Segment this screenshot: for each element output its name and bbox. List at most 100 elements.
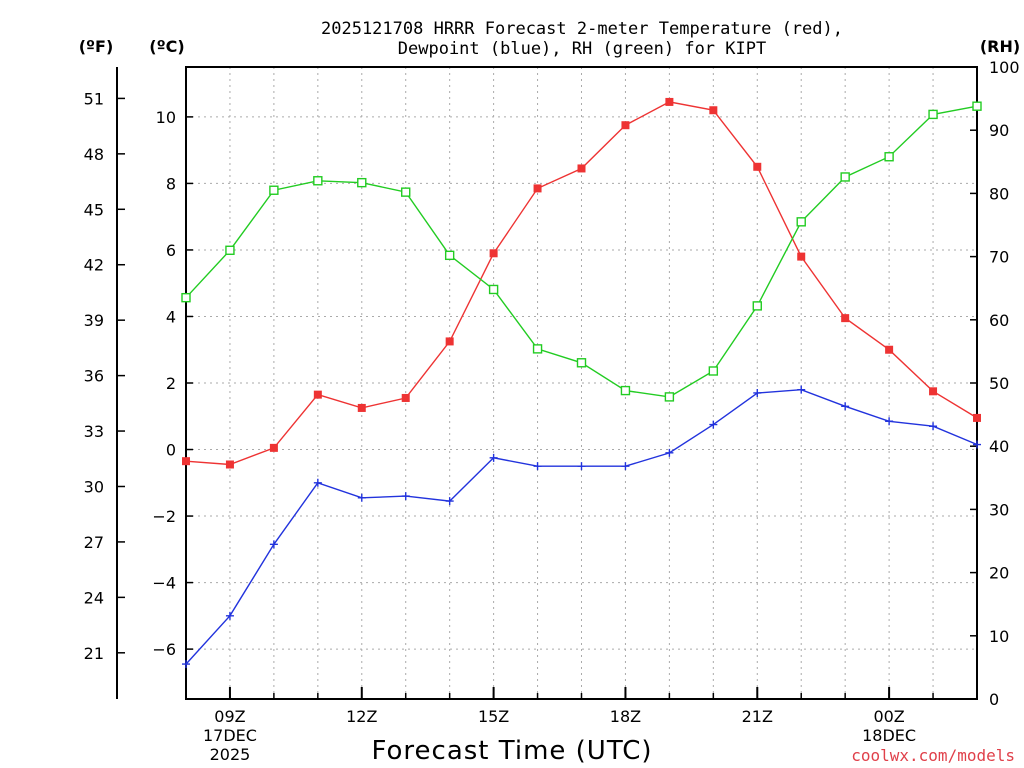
dewpoint-point: [577, 462, 586, 471]
celsius-tick-label: 2: [166, 374, 176, 393]
watermark: coolwx.com/models: [851, 746, 1015, 765]
dewpoint-point: [797, 385, 806, 394]
fahrenheit-tick-label: 30: [84, 477, 104, 496]
rh-unit-label: (RH): [980, 37, 1020, 56]
rh-tick-label: 100: [989, 58, 1020, 77]
dewpoint-point: [225, 611, 234, 620]
rh-point: [532, 344, 543, 354]
celsius-tick-label: 4: [166, 307, 176, 326]
rh-tick-label: 0: [989, 690, 999, 709]
fahrenheit-tick-label: 27: [84, 533, 104, 552]
fahrenheit-tick-label: 36: [84, 367, 104, 386]
celsius-tick-label: −2: [152, 507, 176, 526]
rh-tick-label: 60: [989, 311, 1009, 330]
celsius-tick-label: 8: [166, 174, 176, 193]
dewpoint-point: [533, 462, 542, 471]
temperature-point: [973, 413, 981, 422]
fahrenheit-tick-label: 21: [84, 644, 104, 663]
rh-point: [313, 176, 323, 186]
rh-point: [488, 284, 499, 295]
chart-title-line1: 2025121708 HRRR Forecast 2-meter Tempera…: [321, 19, 843, 39]
celsius-tick-label: 6: [166, 241, 176, 260]
rh-point: [357, 177, 367, 188]
dewpoint-point: [445, 497, 454, 506]
x-tick-label: 12Z: [346, 707, 377, 726]
rh-point: [972, 101, 982, 111]
temperature-point: [577, 164, 586, 173]
temperature-point: [225, 460, 234, 469]
rh-tick-label: 40: [989, 437, 1009, 456]
rh-tick-label: 90: [989, 121, 1009, 140]
temperature-point: [489, 249, 498, 258]
dewpoint-point: [753, 388, 762, 397]
fahrenheit-tick-label: 39: [84, 311, 104, 330]
axes: 2124273033363942454851−6−4−2024681001020…: [84, 58, 1020, 764]
fahrenheit-tick-label: 51: [84, 89, 104, 108]
rh-point: [269, 185, 279, 195]
temperature-point: [269, 443, 278, 452]
dewpoint-point: [841, 402, 850, 411]
rh-point: [708, 366, 719, 376]
rh-point: [181, 292, 191, 303]
rh-point: [576, 358, 587, 368]
rh-tick-label: 70: [989, 248, 1009, 267]
dewpoint-point: [621, 462, 630, 471]
rh-point: [796, 217, 806, 227]
temperature-point: [357, 403, 366, 412]
x-axis-label: Forecast Time (UTC): [371, 736, 652, 766]
rh-tick-label: 80: [989, 184, 1009, 203]
fahrenheit-tick-label: 45: [84, 200, 104, 219]
temperature-point: [665, 97, 674, 106]
celsius-tick-label: 0: [166, 441, 176, 460]
temperature-point: [401, 393, 410, 402]
rh-tick-label: 30: [989, 500, 1009, 519]
fahrenheit-tick-label: 42: [84, 256, 104, 275]
rh-point: [928, 109, 938, 120]
dewpoint-point: [885, 417, 894, 426]
rh-point: [225, 245, 235, 255]
fahrenheit-unit-label: (ºF): [79, 37, 114, 56]
dewpoint-point: [182, 660, 190, 669]
dewpoint-point: [401, 492, 410, 501]
rh-point: [840, 172, 850, 182]
temperature-point: [621, 121, 630, 130]
dewpoint-point: [489, 453, 498, 462]
temperature-point: [533, 184, 542, 193]
rh-point: [620, 385, 631, 396]
temperature-point: [182, 457, 190, 466]
x-tick-label: 00Z: [873, 707, 904, 726]
dewpoint-point: [929, 422, 938, 431]
temperature-point: [885, 345, 894, 354]
temperature-point: [797, 252, 806, 261]
temperature-point: [313, 390, 322, 399]
x-tick-label: 2025: [210, 745, 251, 764]
dewpoint-point: [269, 540, 278, 549]
rh-tick-label: 20: [989, 564, 1009, 583]
x-tick-label: 18Z: [610, 707, 641, 726]
x-tick-label: 15Z: [478, 707, 509, 726]
rh-point: [752, 301, 762, 311]
celsius-tick-label: −4: [152, 574, 176, 593]
dewpoint-point: [357, 493, 366, 502]
fahrenheit-tick-label: 24: [84, 588, 104, 607]
x-tick-label: 18DEC: [862, 726, 916, 745]
dewpoint-point: [313, 478, 322, 487]
rh-point: [444, 250, 455, 261]
temperature-point: [445, 337, 454, 346]
fahrenheit-tick-label: 33: [84, 422, 104, 441]
celsius-unit-label: (ºC): [149, 37, 184, 56]
x-tick-label: 17DEC: [203, 726, 257, 745]
rh-point: [401, 187, 411, 197]
rh-point: [884, 152, 894, 162]
x-tick-label: 09Z: [214, 707, 245, 726]
dewpoint-point: [665, 448, 674, 457]
fahrenheit-tick-label: 48: [84, 145, 104, 164]
dewpoint-point: [709, 420, 718, 429]
rh-point: [664, 392, 675, 402]
dewpoint-point: [973, 440, 981, 449]
celsius-tick-label: 10: [156, 108, 176, 127]
chart-title-line2: Dewpoint (blue), RH (green) for KIPT: [398, 39, 766, 59]
x-tick-label: 21Z: [742, 707, 773, 726]
